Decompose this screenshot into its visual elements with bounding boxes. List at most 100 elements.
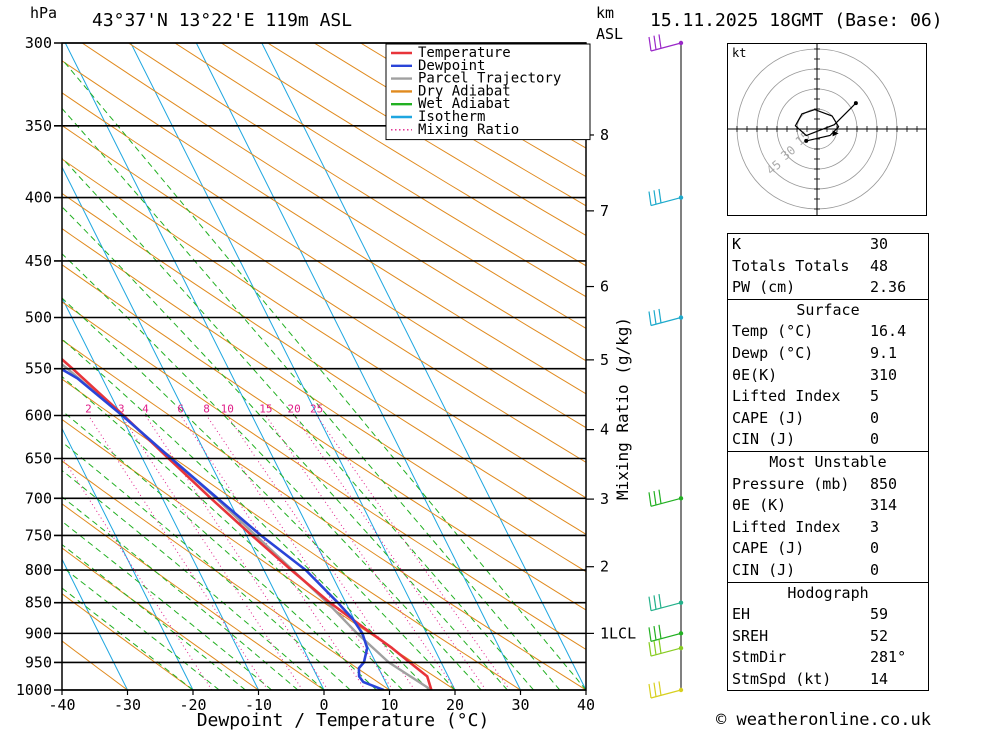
storm-motion-marker — [832, 130, 839, 137]
mixing-ratio-line — [206, 415, 394, 690]
pressure-tick-label: 1000 — [16, 681, 52, 699]
index-label: StmDir — [732, 648, 787, 667]
x-tick-label: -30 — [114, 696, 141, 714]
dewpoint-line — [62, 367, 385, 690]
dry-adiabat-line — [174, 43, 586, 298]
index-value: 850 — [870, 474, 898, 493]
x-tick-label: 0 — [319, 696, 328, 714]
wet-adiabat-line — [62, 375, 403, 690]
wet-adiabat-line — [62, 469, 325, 690]
pressure-tick-label: 650 — [25, 450, 52, 468]
index-value: 310 — [870, 365, 898, 384]
legend-label: Parcel Trajectory — [418, 71, 561, 87]
x-axis-label: Dewpoint / Temperature (°C) — [197, 710, 490, 731]
pressure-tick-label: 600 — [25, 406, 52, 424]
dry-adiabat-line — [62, 192, 586, 535]
km-tick-label: 4 — [600, 421, 609, 439]
height-unit-km: km — [596, 4, 615, 22]
km-tick-label: 5 — [600, 351, 609, 369]
copyright-footer: © weatheronline.co.uk — [716, 710, 931, 730]
index-row: Pressure (mb) 850 — [728, 474, 928, 496]
index-value: 52 — [870, 626, 889, 645]
km-tick-label: 8 — [600, 126, 609, 144]
km-tick-label: 3 — [600, 490, 609, 508]
wind-barb — [648, 639, 684, 657]
x-tick-label: 40 — [577, 696, 595, 714]
hodograph-trace — [794, 102, 857, 142]
surface-section: Surface Temp (°C) 16.4 Dewp (°C) 9.1 θE(K) 31… — [728, 298, 928, 451]
mixing-ratio-label: 8 — [203, 402, 210, 415]
index-value: 5 — [870, 387, 880, 406]
index-label: K — [732, 235, 742, 253]
legend-label: Mixing Ratio — [418, 122, 519, 138]
hodograph-end-point — [853, 101, 858, 106]
index-label: Totals Totals — [732, 256, 850, 275]
index-label: θE(K) — [732, 365, 778, 384]
dry-adiabat-line — [62, 264, 586, 611]
isotherm-line — [195, 43, 521, 690]
index-row: StmSpd (kt) 14 — [728, 669, 928, 691]
dry-adiabat-line — [62, 228, 586, 573]
dry-adiabat-line — [62, 92, 586, 429]
index-label: CAPE (J) — [732, 539, 805, 558]
index-row: CIN (J) 0 — [728, 560, 928, 582]
index-row: Lifted Index 5 — [728, 386, 928, 408]
index-row: SREH 52 — [728, 626, 928, 648]
km-tick-label: 7 — [600, 202, 609, 220]
location-title: 43°37'N 13°22'E 119m ASL — [92, 10, 353, 31]
mixing-ratio-label: 10 — [221, 402, 234, 415]
dry-adiabat-line — [128, 43, 586, 329]
index-value: 3 — [870, 517, 880, 536]
pressure-tick-label: 950 — [25, 653, 52, 671]
mixing-ratio-line — [120, 415, 303, 690]
km-tick-label: 6 — [600, 278, 609, 296]
wind-barb — [648, 34, 684, 52]
pressure-tick-label: 700 — [25, 489, 52, 507]
index-row: Lifted Index 3 — [728, 517, 928, 539]
pressure-tick-label: 550 — [25, 360, 52, 378]
x-tick-label: 10 — [380, 696, 398, 714]
mixing-ratio-line — [265, 415, 457, 690]
pressure-tick-label: 900 — [25, 624, 52, 642]
wind-barb — [648, 308, 684, 327]
top-indices: K 30 Totals Totals 48 PW (cm) 2.36 — [728, 234, 928, 299]
hodograph-start-point — [804, 138, 809, 143]
mixing-ratio-label: 2 — [85, 402, 92, 415]
index-row: CAPE (J) 0 — [728, 408, 928, 430]
dry-adiabat-line — [62, 460, 390, 690]
index-label: EH — [732, 605, 751, 624]
legend-label: Isotherm — [418, 109, 485, 125]
index-row: EH 59 — [728, 604, 928, 626]
isotherm-line — [64, 43, 390, 690]
wind-barb — [648, 593, 684, 612]
index-value: 281° — [870, 648, 907, 667]
pressure-tick-label: 800 — [25, 561, 52, 579]
dry-adiabat-line — [62, 158, 586, 499]
index-label: SREH — [732, 626, 769, 645]
x-tick-label: -20 — [179, 696, 206, 714]
index-row: PW (cm) 2.36 — [728, 277, 928, 299]
index-row: Totals Totals 48 — [728, 256, 928, 278]
wet-adiabat-line — [62, 520, 272, 690]
parcel-trajectory-line — [62, 362, 433, 690]
index-row: CAPE (J) 0 — [728, 538, 928, 560]
dry-adiabat-line — [267, 43, 586, 237]
index-row: StmDir 281° — [728, 647, 928, 669]
isotherm-line — [62, 296, 259, 690]
index-value: 0 — [870, 539, 880, 558]
index-row: θE(K) 310 — [728, 365, 928, 387]
mixing-ratio-line — [88, 415, 269, 690]
index-value: 59 — [870, 605, 889, 624]
index-value: 48 — [870, 256, 889, 275]
surface-title: Surface — [796, 300, 860, 319]
index-value: 0 — [870, 430, 880, 449]
dry-adiabat-line — [62, 60, 586, 395]
index-row: K 30 — [728, 234, 928, 256]
isotherm-line — [62, 166, 325, 690]
isotherm-line — [261, 43, 586, 690]
pressure-tick-label: 450 — [25, 252, 52, 270]
pressure-tick-label: 300 — [25, 34, 52, 52]
x-tick-label: 20 — [446, 696, 464, 714]
index-value: 0 — [870, 408, 880, 427]
mixing-ratio-label: 15 — [259, 402, 272, 415]
